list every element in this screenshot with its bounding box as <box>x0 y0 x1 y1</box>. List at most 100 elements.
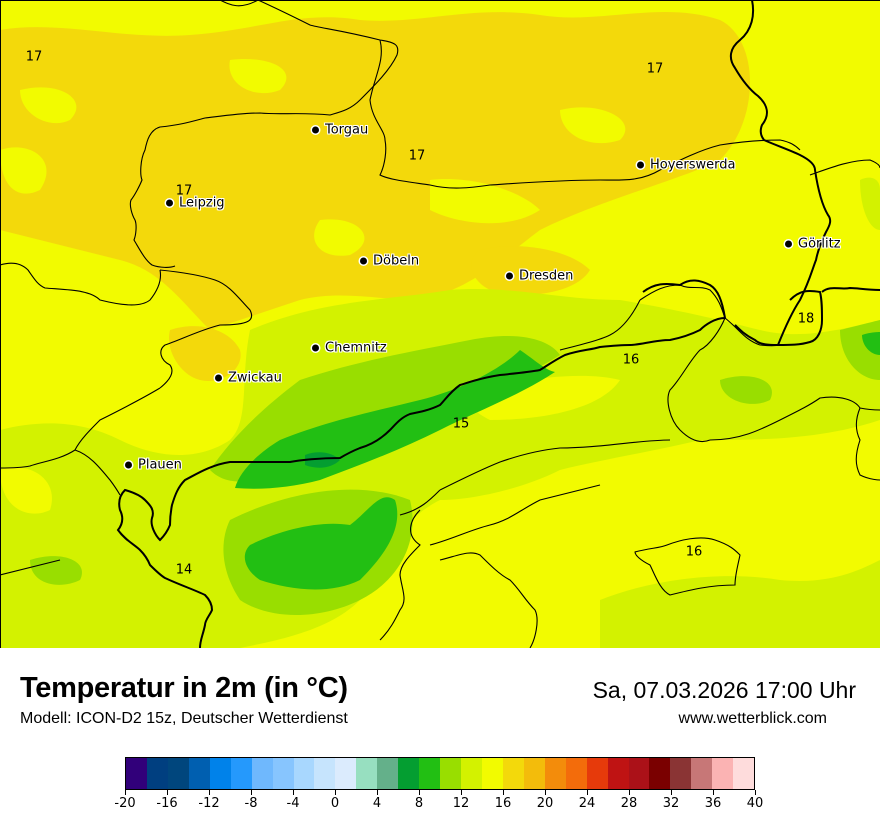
colorbar-segment <box>167 758 189 789</box>
city-dot-icon <box>506 272 513 280</box>
colorbar-tick-label: -16 <box>156 796 178 811</box>
colorbar-segment <box>251 758 273 789</box>
city-dot-icon <box>125 461 132 469</box>
colorbar-tick-label: 36 <box>704 796 722 811</box>
colorbar-tick-label: -12 <box>198 796 220 811</box>
colorbar-segment <box>146 758 168 789</box>
city-marker-chemnitz[interactable]: Chemnitz <box>312 341 387 356</box>
chart-title: Temperatur in 2m (in °C) <box>20 672 348 704</box>
colorbar-segment <box>607 758 629 789</box>
colorbar-tick <box>754 790 756 795</box>
colorbar-tick-label: 28 <box>620 796 638 811</box>
city-name: Görlitz <box>798 236 841 252</box>
website-link[interactable]: www.wetterblick.com <box>678 710 827 727</box>
colorbar-tick <box>502 790 504 795</box>
colorbar-segment <box>502 758 524 789</box>
city-name: Leipzig <box>179 195 225 211</box>
city-name: Dresden <box>519 268 574 284</box>
colorbar-segment <box>628 758 650 789</box>
city-dot-icon <box>312 344 319 352</box>
colorbar-tick <box>334 790 336 795</box>
colorbar-segment <box>565 758 587 789</box>
colorbar-tick <box>418 790 420 795</box>
city-name: Zwickau <box>228 370 282 386</box>
city-dot-icon <box>360 257 367 265</box>
colorbar-segment <box>314 758 336 789</box>
temperature-field <box>0 0 880 648</box>
city-marker-goerlitz[interactable]: Görlitz <box>785 237 841 252</box>
temperature-map[interactable]: 17 17 17 17 18 16 15 16 14 Torgau Leipzi… <box>0 0 880 648</box>
colorbar-tick <box>292 790 294 795</box>
colorbar-segment <box>398 758 420 789</box>
colorbar-tick-label: 32 <box>662 796 680 811</box>
colorbar-tick-label: 4 <box>372 796 382 811</box>
city-marker-leipzig[interactable]: Leipzig <box>166 196 225 211</box>
city-marker-doebeln[interactable]: Döbeln <box>360 254 419 269</box>
colorbar-segment <box>586 758 608 789</box>
colorbar-tick-label: 20 <box>536 796 554 811</box>
colorbar-segment <box>691 758 713 789</box>
colorbar-tick-label: 8 <box>414 796 424 811</box>
city-marker-zwickau[interactable]: Zwickau <box>215 371 282 386</box>
colorbar-tick <box>124 790 126 795</box>
city-marker-torgau[interactable]: Torgau <box>312 123 368 138</box>
colorbar-tick-label: -4 <box>286 796 300 811</box>
colorbar-segment <box>377 758 399 789</box>
colorbar-tick-label: 24 <box>578 796 596 811</box>
city-dot-icon <box>785 240 792 248</box>
city-name: Chemnitz <box>325 340 387 356</box>
city-dot-icon <box>312 126 319 134</box>
colorbar-segment <box>461 758 482 789</box>
colorbar-segment <box>230 758 252 789</box>
colorbar-tick <box>250 790 252 795</box>
contour-label: 17 <box>408 148 426 164</box>
colorbar-tick <box>208 790 210 795</box>
colorbar-segment <box>293 758 315 789</box>
colorbar-segment <box>481 758 503 789</box>
contour-label: 17 <box>25 49 43 65</box>
colorbar-segment <box>523 758 545 789</box>
contour-label: 15 <box>452 416 470 432</box>
colorbar-tick-label: -8 <box>244 796 258 811</box>
colorbar-segment <box>440 758 461 789</box>
city-dot-icon <box>166 199 173 207</box>
city-name: Hoyerswerda <box>650 157 736 173</box>
colorbar-segment <box>188 758 210 789</box>
colorbar-tick-label: 12 <box>452 796 470 811</box>
model-info: Modell: ICON-D2 15z, Deutscher Wetterdie… <box>20 710 348 727</box>
colorbar-segment <box>335 758 357 789</box>
contour-label: 16 <box>685 544 703 560</box>
contour-label: 17 <box>175 183 193 199</box>
colorbar-tick <box>712 790 714 795</box>
colorbar-tick-label: 40 <box>746 796 764 811</box>
city-marker-plauen[interactable]: Plauen <box>125 458 182 473</box>
city-name: Plauen <box>138 457 182 473</box>
colorbar-tick <box>544 790 546 795</box>
colorbar-tick-label: 16 <box>494 796 512 811</box>
city-marker-dresden[interactable]: Dresden <box>506 269 573 284</box>
colorbar-tick <box>376 790 378 795</box>
contour-label: 14 <box>175 562 193 578</box>
city-dot-icon <box>215 374 222 382</box>
colorbar-legend <box>125 757 755 790</box>
city-name: Torgau <box>325 122 369 138</box>
colorbar-tick <box>166 790 168 795</box>
colorbar-segment <box>712 758 734 789</box>
colorbar-segment <box>733 758 755 789</box>
contour-label: 16 <box>622 352 640 368</box>
city-name: Döbeln <box>373 253 420 269</box>
colorbar-tick <box>670 790 672 795</box>
city-dot-icon <box>637 161 644 169</box>
colorbar-segment <box>419 758 441 789</box>
contour-label: 17 <box>646 61 664 77</box>
colorbar-segment <box>670 758 692 789</box>
colorbar-segment <box>272 758 294 789</box>
colorbar-segment <box>649 758 671 789</box>
city-marker-hoyerswerda[interactable]: Hoyerswerda <box>637 158 736 173</box>
colorbar-tick-label: -20 <box>114 796 136 811</box>
colorbar-segment <box>544 758 566 789</box>
colorbar-tick <box>628 790 630 795</box>
colorbar-segment <box>126 758 147 789</box>
contour-label: 18 <box>797 311 815 327</box>
colorbar-segment <box>209 758 231 789</box>
